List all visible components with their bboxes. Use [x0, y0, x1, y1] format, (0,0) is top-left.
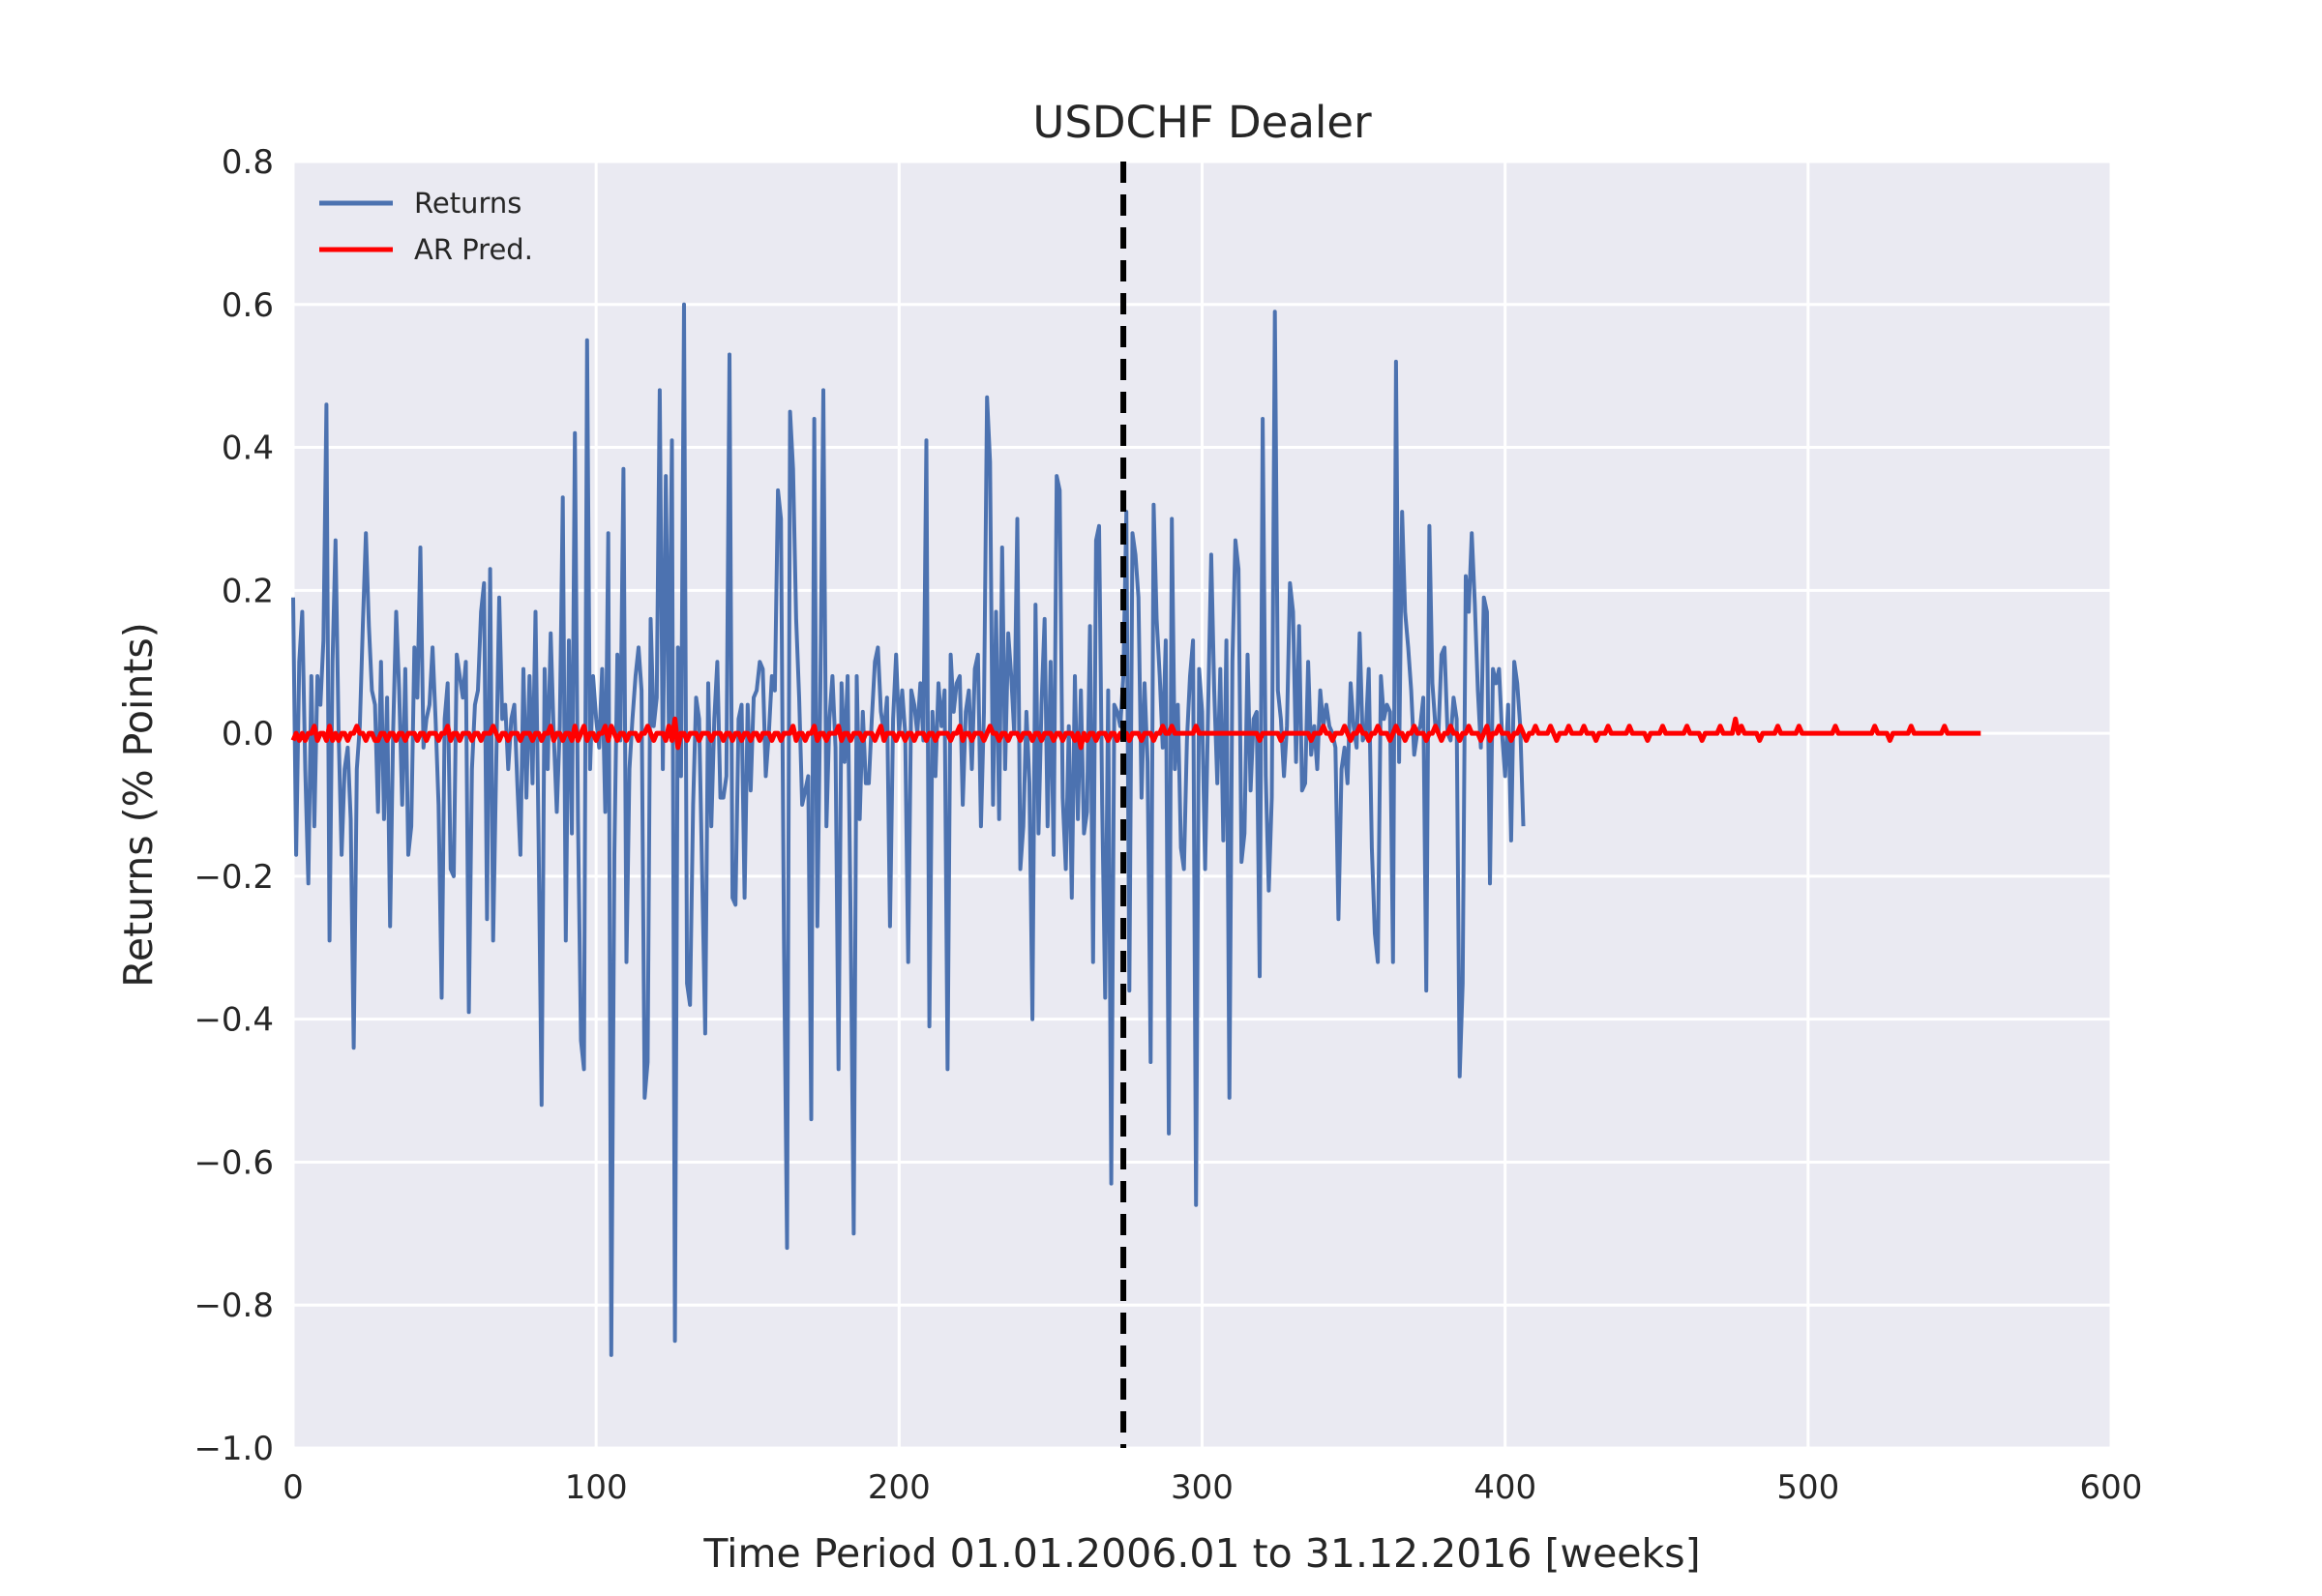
y-tick-label-5: 0.0	[222, 715, 274, 754]
legend-label-ar-pred: AR Pred.	[414, 233, 533, 266]
series-layer	[290, 302, 1981, 1357]
y-tick-label-0: −1.0	[194, 1430, 274, 1468]
y-tick-labels: −1.0 −0.8 −0.6 −0.4 −0.2 0.0 0.2 0.4 0.6 0.8	[194, 143, 274, 1468]
y-axis-label: Returns (% Points)	[115, 622, 162, 988]
x-tick-label-1: 100	[565, 1468, 628, 1507]
series-line-returns	[291, 302, 1526, 1357]
y-tick-label-1: −0.8	[194, 1286, 274, 1325]
y-tick-label-6: 0.2	[222, 572, 274, 610]
x-tick-label-3: 300	[1171, 1468, 1234, 1507]
x-tick-label-6: 600	[2080, 1468, 2143, 1507]
y-tick-label-4: −0.2	[194, 858, 274, 897]
y-tick-label-7: 0.4	[222, 429, 274, 468]
y-tick-label-9: 0.8	[222, 143, 274, 182]
y-tick-label-3: −0.4	[194, 1001, 274, 1040]
y-tick-label-2: −0.6	[194, 1143, 274, 1182]
legend: Returns AR Pred.	[319, 187, 533, 266]
series-line-ar-pred	[290, 716, 1981, 751]
x-axis-label: Time Period 01.01.2006.01 to 31.12.2016 …	[702, 1530, 1700, 1577]
y-tick-label-8: 0.6	[222, 286, 274, 325]
chart-title: USDCHF Dealer	[1032, 97, 1372, 148]
x-gridlines	[291, 162, 2113, 1448]
x-tick-label-2: 200	[868, 1468, 931, 1507]
x-tick-label-5: 500	[1776, 1468, 1839, 1507]
x-tick-label-4: 400	[1474, 1468, 1536, 1507]
legend-label-returns: Returns	[414, 187, 521, 220]
x-tick-label-0: 0	[283, 1468, 304, 1507]
x-tick-labels: 0 100 200 300 400 500 600	[283, 1468, 2142, 1507]
